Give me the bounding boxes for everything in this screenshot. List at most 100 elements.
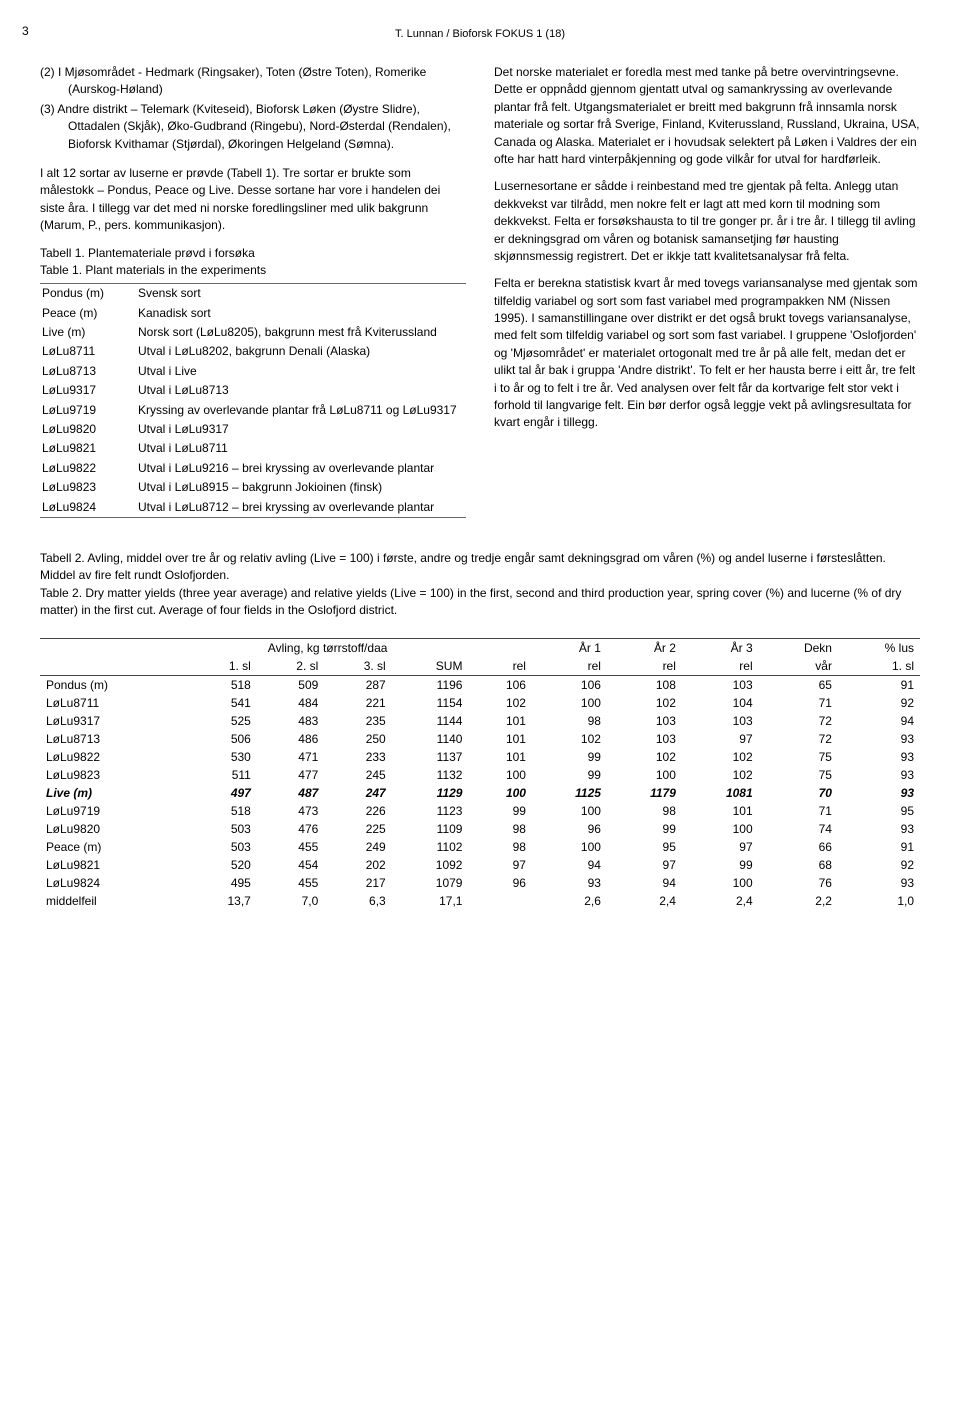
- table-row: Pondus (m)51850928711961061061081036591: [40, 675, 920, 694]
- cell: 99: [468, 802, 532, 820]
- cell: Utval i LøLu9216 – brei kryssing av over…: [136, 459, 466, 478]
- cell: 101: [468, 748, 532, 766]
- cell: 2,2: [759, 892, 838, 910]
- table-row: LøLu9820Utval i LøLu9317: [40, 420, 466, 439]
- cell: LøLu8711: [40, 342, 136, 361]
- cell: 100: [468, 766, 532, 784]
- cell: 72: [759, 712, 838, 730]
- cell: 103: [682, 712, 759, 730]
- cell: 75: [759, 748, 838, 766]
- cell: 1,0: [838, 892, 920, 910]
- col-head: rel: [532, 657, 607, 676]
- cell: LøLu9824: [40, 498, 136, 518]
- group-label: Avling, kg tørrstoff/daa: [187, 638, 469, 657]
- cell: 97: [682, 730, 759, 748]
- cell: 245: [324, 766, 391, 784]
- cell: 92: [838, 856, 920, 874]
- table-row: middelfeil13,77,06,317,12,62,42,42,21,0: [40, 892, 920, 910]
- cell: 1081: [682, 784, 759, 802]
- cell: Peace (m): [40, 838, 187, 856]
- cell: 233: [324, 748, 391, 766]
- cell: 104: [682, 694, 759, 712]
- cell: 455: [257, 874, 324, 892]
- cell: LøLu9820: [40, 420, 136, 439]
- table-2-header-group: Avling, kg tørrstoff/daa År 1 År 2 År 3 …: [40, 638, 920, 657]
- cell: 486: [257, 730, 324, 748]
- cell: 1079: [392, 874, 469, 892]
- cell: 1132: [392, 766, 469, 784]
- cell: 1125: [532, 784, 607, 802]
- table2-caption-no: Tabell 2. Avling, middel over tre år og …: [40, 551, 886, 582]
- cell: Utval i LøLu8711: [136, 439, 466, 458]
- cell: 506: [187, 730, 257, 748]
- cell: 247: [324, 784, 391, 802]
- cell: 102: [468, 694, 532, 712]
- cell: 520: [187, 856, 257, 874]
- cell: 2,6: [532, 892, 607, 910]
- cell: LøLu9821: [40, 856, 187, 874]
- table-row: LøLu93175254832351144101981031037294: [40, 712, 920, 730]
- cell: 106: [532, 675, 607, 694]
- cell: LøLu9317: [40, 712, 187, 730]
- two-column-layout: (2) I Mjøsområdet - Hedmark (Ringsaker),…: [40, 64, 920, 528]
- cell: 102: [682, 766, 759, 784]
- cell: 1144: [392, 712, 469, 730]
- table-row: LøLu9823Utval i LøLu8915 – bakgrunn Joki…: [40, 478, 466, 497]
- cell: 202: [324, 856, 391, 874]
- cell: 541: [187, 694, 257, 712]
- cell: Utval i LøLu8915 – bakgrunn Jokioinen (f…: [136, 478, 466, 497]
- cell: 477: [257, 766, 324, 784]
- cell: 101: [468, 730, 532, 748]
- cell: LøLu9824: [40, 874, 187, 892]
- cell: 511: [187, 766, 257, 784]
- col-head: vår: [759, 657, 838, 676]
- table-row: Peace (m)50345524911029810095976691: [40, 838, 920, 856]
- cell: 287: [324, 675, 391, 694]
- table-row: LøLu98215204542021092979497996892: [40, 856, 920, 874]
- table-row: LøLu9719518473226112399100981017195: [40, 802, 920, 820]
- cell: 454: [257, 856, 324, 874]
- table1-caption-en: Table 1. Plant materials in the experime…: [40, 262, 466, 279]
- cell: 509: [257, 675, 324, 694]
- cell: Live (m): [40, 323, 136, 342]
- cell: LøLu9821: [40, 439, 136, 458]
- cell: 487: [257, 784, 324, 802]
- table-row: LøLu9719Kryssing av overlevande plantar …: [40, 401, 466, 420]
- cell: 93: [838, 748, 920, 766]
- cell: 97: [607, 856, 682, 874]
- cell: 91: [838, 675, 920, 694]
- cell: 100: [532, 802, 607, 820]
- cell: 226: [324, 802, 391, 820]
- cell: 476: [257, 820, 324, 838]
- table-row: Peace (m)Kanadisk sort: [40, 304, 466, 323]
- table-row: LøLu982449545521710799693941007693: [40, 874, 920, 892]
- cell: Utval i LøLu8202, bakgrunn Denali (Alask…: [136, 342, 466, 361]
- page-number: 3: [22, 24, 29, 38]
- cell: 98: [468, 838, 532, 856]
- cell: 100: [532, 838, 607, 856]
- list-item-2: (2) I Mjøsområdet - Hedmark (Ringsaker),…: [40, 64, 466, 99]
- cell: 503: [187, 838, 257, 856]
- cell: 100: [682, 874, 759, 892]
- cell: LøLu9823: [40, 478, 136, 497]
- cell: 65: [759, 675, 838, 694]
- cell: 518: [187, 675, 257, 694]
- cell: Utval i LøLu8713: [136, 381, 466, 400]
- cell: 221: [324, 694, 391, 712]
- cell: LøLu9719: [40, 802, 187, 820]
- table2-caption-en: Table 2. Dry matter yields (three year a…: [40, 586, 901, 617]
- cell: LøLu9317: [40, 381, 136, 400]
- cell: 72: [759, 730, 838, 748]
- top-head: År 3: [682, 638, 759, 657]
- col-head: 3. sl: [324, 657, 391, 676]
- col-head: 1. sl: [187, 657, 257, 676]
- table-2-header-row: 1. sl2. sl3. slSUMrelrelrelrelvår1. sl: [40, 657, 920, 676]
- cell: 102: [682, 748, 759, 766]
- cell: 103: [607, 712, 682, 730]
- left-para-1: I alt 12 sortar av luserne er prøvde (Ta…: [40, 165, 466, 235]
- cell: 225: [324, 820, 391, 838]
- table2-caption: Tabell 2. Avling, middel over tre år og …: [40, 550, 920, 620]
- cell: 99: [682, 856, 759, 874]
- top-head: % lus: [838, 638, 920, 657]
- cell: 108: [607, 675, 682, 694]
